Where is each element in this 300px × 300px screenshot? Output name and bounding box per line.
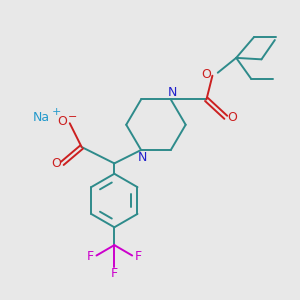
Text: O: O xyxy=(201,68,211,81)
Text: Na: Na xyxy=(33,111,50,124)
Text: O: O xyxy=(57,115,67,128)
Text: −: − xyxy=(68,112,77,122)
Text: +: + xyxy=(52,107,61,117)
Text: N: N xyxy=(168,85,177,98)
Text: F: F xyxy=(134,250,142,263)
Text: O: O xyxy=(227,111,237,124)
Text: O: O xyxy=(51,157,61,170)
Text: F: F xyxy=(87,250,94,263)
Text: N: N xyxy=(138,151,147,164)
Text: F: F xyxy=(111,267,118,280)
